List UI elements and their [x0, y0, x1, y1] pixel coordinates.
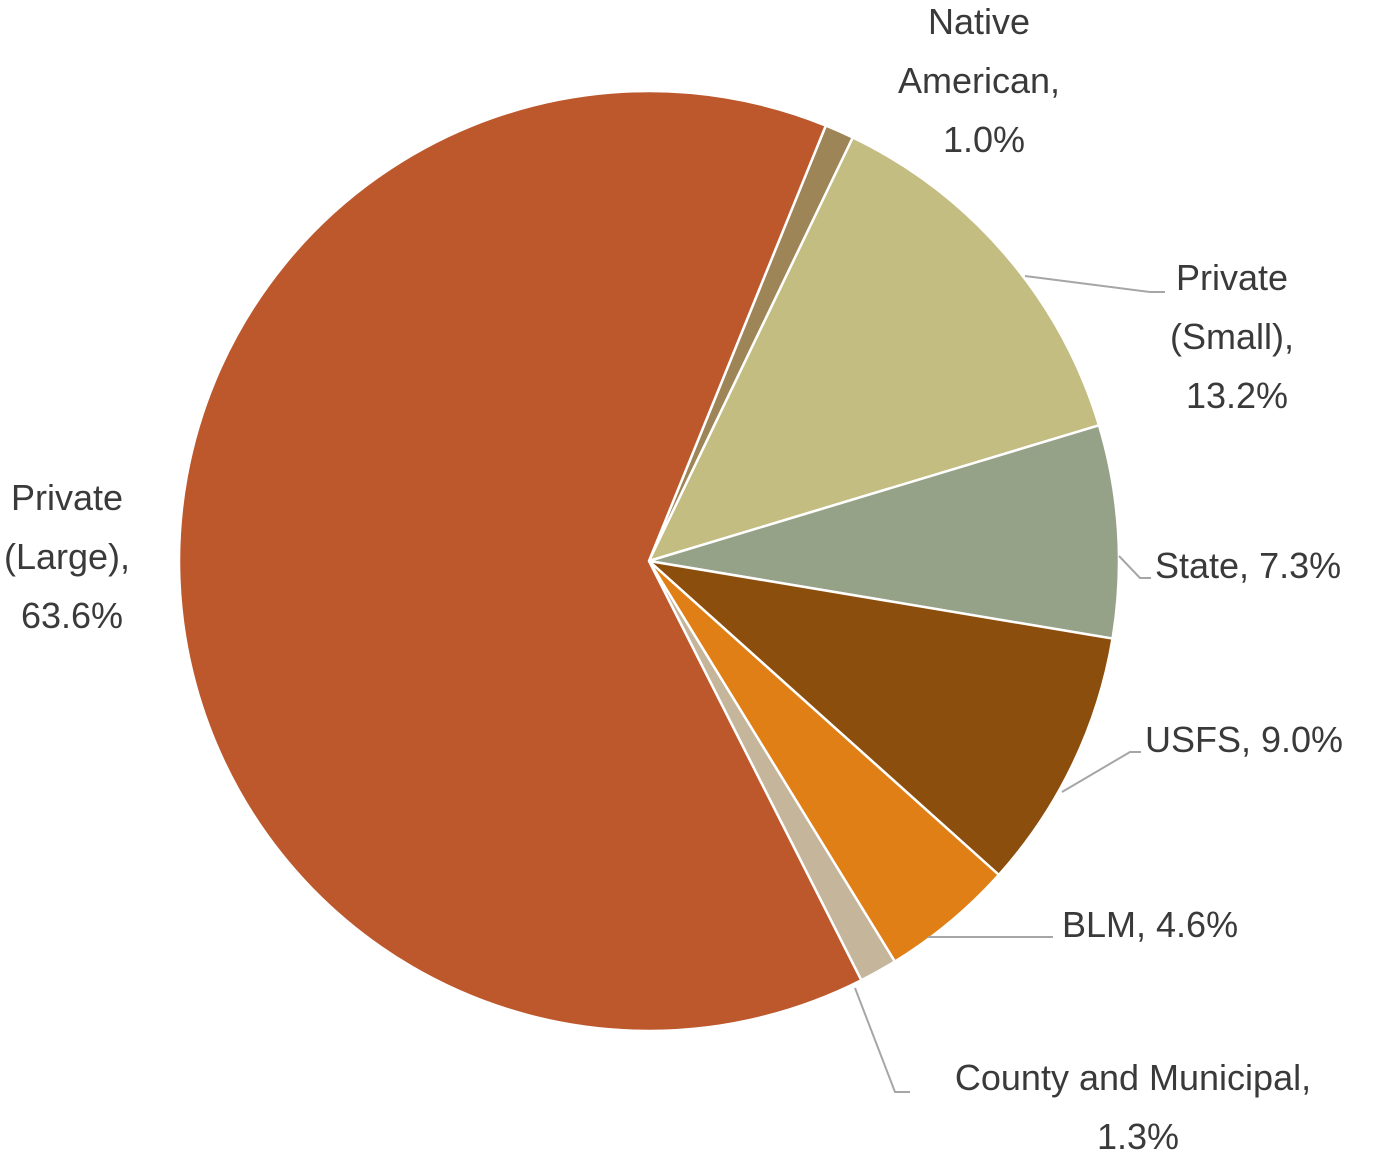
pie-slices	[177, 89, 1121, 1033]
slice-label-private-small: Private (Small), 13.2%	[1170, 257, 1304, 416]
slice-label-county-municipal: County and Municipal, 1.3%	[955, 1057, 1321, 1153]
slice-label-usfs: USFS, 9.0%	[1145, 719, 1343, 760]
slice-label-native-american: Native American, 1.0%	[898, 1, 1070, 160]
leader-line-usfs	[1061, 751, 1141, 793]
slice-labels: Native American, 1.0% Private (Small), 1…	[4, 1, 1343, 1153]
pie-slice-private-small	[647, 136, 1101, 563]
leader-line-private-small	[1024, 275, 1165, 293]
leader-line-county-municipal	[854, 987, 910, 1093]
leader-line-state	[1118, 555, 1151, 579]
leader-lines	[854, 275, 1165, 1093]
pie-slice-private-large	[177, 89, 863, 1033]
pie-slice-usfs	[647, 559, 1114, 877]
slice-label-private-large: Private (Large), 63.6%	[4, 477, 140, 636]
slice-label-blm: BLM, 4.6%	[1062, 904, 1238, 945]
pie-slice-state	[647, 424, 1121, 640]
slice-label-state: State, 7.3%	[1155, 545, 1341, 586]
